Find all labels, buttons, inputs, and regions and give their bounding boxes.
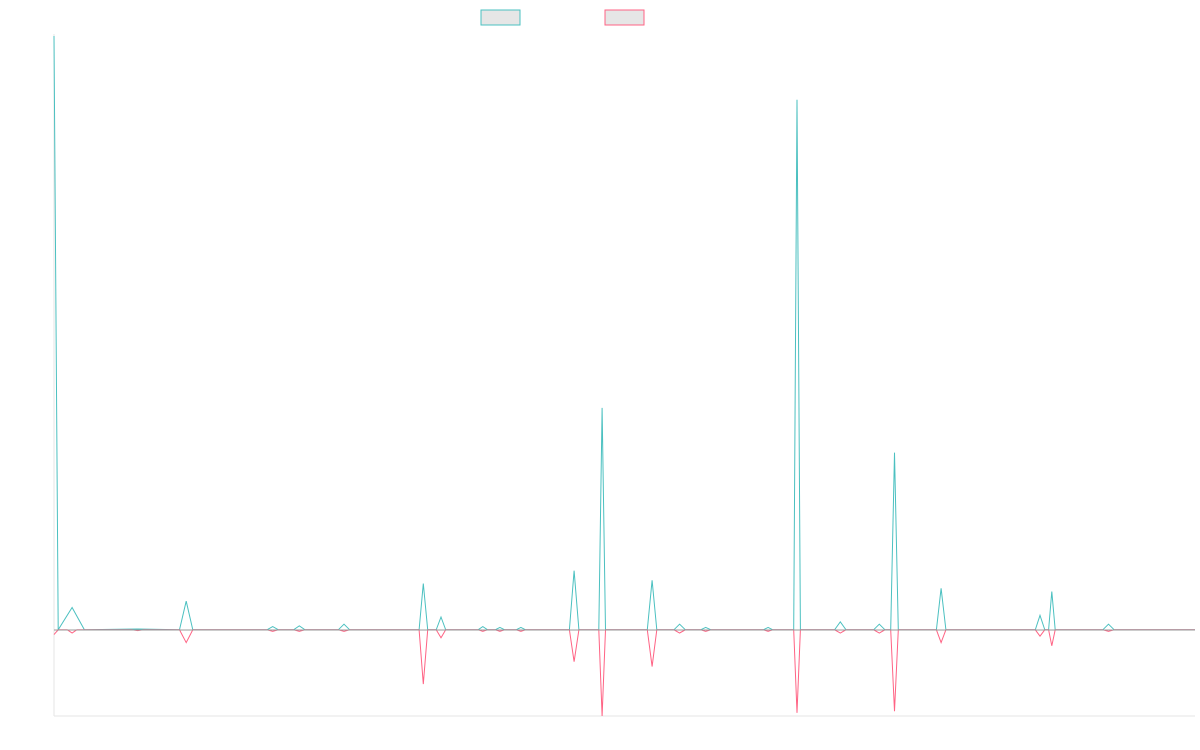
series-line-2	[53, 629, 1195, 717]
legend-item-series-1[interactable]	[480, 9, 521, 26]
series-layer	[53, 35, 1195, 717]
legend-swatch-series-1	[480, 9, 521, 26]
series-line-1	[53, 35, 1195, 632]
legend-swatch-series-2	[604, 9, 645, 26]
plot-area	[53, 34, 1195, 717]
legend-item-series-2[interactable]	[604, 9, 645, 26]
legend	[480, 9, 645, 26]
